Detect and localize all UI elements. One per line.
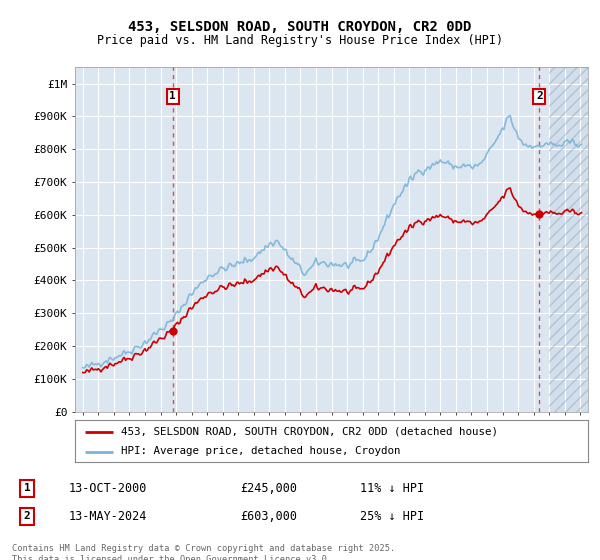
Text: 1: 1 bbox=[169, 91, 176, 101]
Text: 453, SELSDON ROAD, SOUTH CROYDON, CR2 0DD (detached house): 453, SELSDON ROAD, SOUTH CROYDON, CR2 0D… bbox=[121, 427, 498, 437]
Text: 453, SELSDON ROAD, SOUTH CROYDON, CR2 0DD: 453, SELSDON ROAD, SOUTH CROYDON, CR2 0D… bbox=[128, 20, 472, 34]
Bar bbox=[549, 67, 588, 412]
Text: 25% ↓ HPI: 25% ↓ HPI bbox=[360, 510, 424, 523]
Text: 2: 2 bbox=[23, 511, 31, 521]
Bar bbox=[549, 67, 588, 412]
Text: 13-MAY-2024: 13-MAY-2024 bbox=[69, 510, 148, 523]
Text: 2: 2 bbox=[536, 91, 543, 101]
Text: 13-OCT-2000: 13-OCT-2000 bbox=[69, 482, 148, 495]
Text: Price paid vs. HM Land Registry's House Price Index (HPI): Price paid vs. HM Land Registry's House … bbox=[97, 34, 503, 46]
Text: 11% ↓ HPI: 11% ↓ HPI bbox=[360, 482, 424, 495]
Text: £603,000: £603,000 bbox=[240, 510, 297, 523]
Text: Contains HM Land Registry data © Crown copyright and database right 2025.
This d: Contains HM Land Registry data © Crown c… bbox=[12, 544, 395, 560]
Text: 1: 1 bbox=[23, 483, 31, 493]
Text: £245,000: £245,000 bbox=[240, 482, 297, 495]
Text: HPI: Average price, detached house, Croydon: HPI: Average price, detached house, Croy… bbox=[121, 446, 401, 456]
